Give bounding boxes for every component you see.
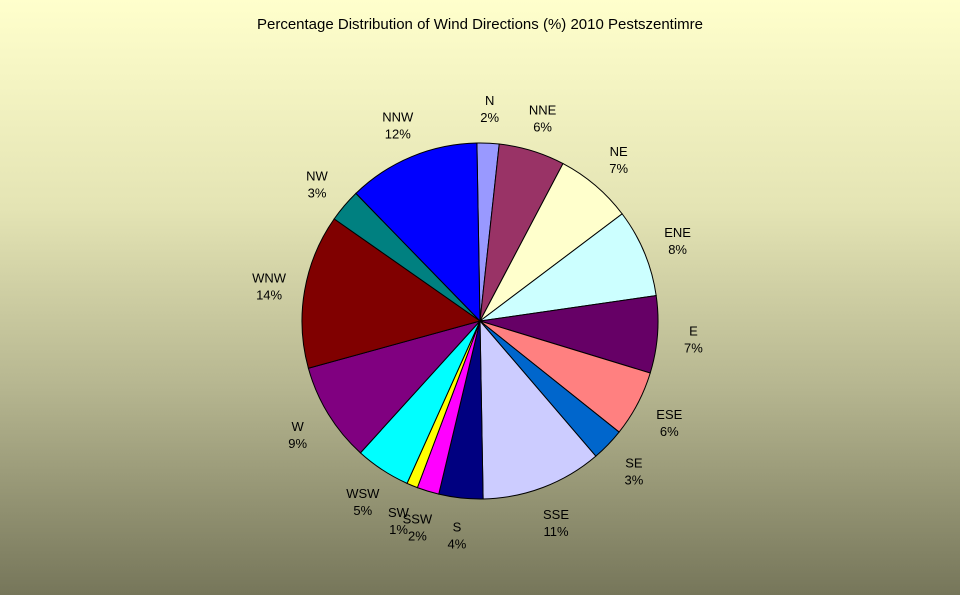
slice-value-label-ene: 8% (668, 242, 687, 257)
slice-value-label-wnw: 14% (256, 288, 282, 303)
slice-label-se: SE (625, 456, 643, 471)
slice-value-label-nnw: 12% (385, 126, 411, 141)
slice-label-ene: ENE (664, 225, 691, 240)
slice-value-label-ne: 7% (609, 161, 628, 176)
slice-label-ssw: SSW (403, 512, 433, 527)
pie-slice-wnw (301, 218, 482, 369)
slice-value-label-s: 4% (448, 537, 467, 552)
slice-value-label-ssw: 2% (408, 529, 427, 544)
slice-label-nw: NW (306, 168, 328, 183)
pie-slice-sse (479, 319, 597, 500)
slice-label-n: N (485, 93, 494, 108)
slice-value-label-ese: 6% (660, 424, 679, 439)
slice-value-label-n: 2% (480, 110, 499, 125)
slice-label-w: W (292, 419, 305, 434)
chart-title: Percentage Distribution of Wind Directio… (256, 16, 704, 33)
slice-value-label-nne: 6% (533, 119, 552, 134)
slice-label-wnw: WNW (252, 271, 287, 286)
slice-label-ne: NE (610, 144, 628, 159)
slice-value-label-w: 9% (288, 436, 307, 451)
pie-slice-w (307, 320, 482, 454)
slice-value-label-sse: 11% (543, 524, 568, 539)
slice-label-nne: NNE (529, 102, 557, 117)
slice-label-sse: SSE (543, 507, 569, 522)
slice-label-wsw: WSW (346, 486, 380, 501)
slice-value-label-nw: 3% (308, 185, 327, 200)
slice-value-label-se: 3% (625, 473, 644, 488)
pie-slice-nnw (355, 142, 481, 323)
slice-value-label-e: 7% (684, 340, 703, 355)
slice-label-e: E (689, 323, 698, 338)
slice-label-sw: SW (388, 505, 410, 520)
pie-slice-ene (479, 213, 657, 322)
slice-value-label-sw: 1% (389, 522, 408, 537)
slice-label-ese: ESE (656, 407, 682, 422)
slice-label-nnw: NNW (382, 109, 414, 124)
slice-value-label-wsw: 5% (353, 503, 372, 518)
slice-label-s: S (453, 520, 462, 535)
